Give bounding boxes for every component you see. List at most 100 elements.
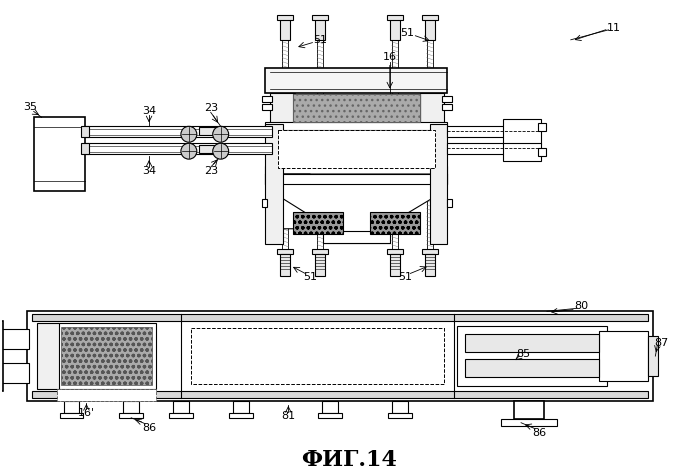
Bar [447, 143, 507, 154]
Bar [120, 413, 143, 418]
Bar [430, 124, 447, 244]
Bar [457, 326, 607, 386]
Bar [229, 413, 252, 418]
Bar [27, 311, 654, 401]
Bar [169, 413, 193, 418]
Bar [390, 254, 400, 275]
Bar [598, 331, 649, 381]
Bar [447, 126, 507, 137]
Bar [315, 254, 325, 275]
Circle shape [212, 126, 229, 142]
Bar [64, 401, 80, 413]
Bar [59, 413, 83, 418]
Bar [466, 334, 598, 352]
Bar [466, 359, 598, 377]
Bar [266, 166, 447, 174]
Bar [199, 145, 221, 153]
Text: 51: 51 [313, 35, 327, 45]
Bar [388, 413, 412, 418]
Text: 80: 80 [575, 301, 589, 311]
Bar [294, 95, 419, 123]
Bar [0, 363, 29, 383]
Text: 16: 16 [383, 52, 397, 61]
Bar [266, 174, 447, 184]
Bar [82, 126, 89, 137]
Bar [280, 254, 290, 275]
Bar [421, 249, 438, 254]
Bar [387, 15, 403, 20]
Text: 34: 34 [142, 166, 156, 176]
Circle shape [212, 143, 229, 159]
Bar [294, 95, 419, 123]
Bar [312, 15, 328, 20]
Text: 51: 51 [303, 272, 317, 281]
Text: 86: 86 [142, 423, 156, 433]
Bar [370, 212, 419, 234]
Bar [280, 18, 290, 40]
Bar [294, 212, 343, 234]
Bar [278, 15, 294, 20]
Bar [315, 18, 325, 40]
Bar [266, 68, 447, 93]
Circle shape [181, 126, 197, 142]
Bar [191, 328, 445, 384]
Bar [262, 199, 268, 207]
Bar [442, 96, 452, 103]
Bar [34, 117, 85, 191]
Bar [387, 249, 403, 254]
Text: 51: 51 [398, 272, 412, 281]
Bar [538, 123, 546, 131]
Bar [278, 249, 294, 254]
Text: 51: 51 [401, 28, 415, 38]
Bar [421, 15, 438, 20]
Circle shape [181, 143, 197, 159]
Text: ФИГ.14: ФИГ.14 [301, 448, 397, 471]
Text: 34: 34 [142, 106, 156, 116]
Bar [262, 105, 273, 110]
Bar [424, 254, 435, 275]
Bar [31, 315, 649, 321]
Bar [391, 401, 408, 413]
Bar [419, 93, 445, 124]
Text: 23: 23 [203, 166, 218, 176]
Text: 87: 87 [654, 338, 668, 348]
Bar [57, 389, 156, 401]
Text: 11: 11 [607, 23, 621, 33]
Bar [266, 123, 447, 130]
Bar [447, 199, 452, 207]
Bar [0, 321, 3, 391]
Bar [82, 143, 273, 154]
Bar [323, 231, 390, 243]
Bar [501, 419, 557, 426]
Text: 35: 35 [23, 103, 37, 113]
Bar [503, 143, 541, 161]
Bar [514, 401, 544, 419]
Bar [649, 336, 658, 376]
Bar [233, 401, 249, 413]
Text: 85: 85 [516, 349, 530, 359]
Polygon shape [275, 174, 440, 234]
Bar [36, 323, 59, 389]
Bar [538, 148, 546, 156]
Bar [0, 329, 29, 349]
Bar [312, 249, 328, 254]
Bar [442, 105, 452, 110]
Bar [199, 127, 221, 135]
Text: 86: 86 [532, 428, 546, 438]
Bar [82, 143, 89, 154]
Bar [61, 327, 152, 385]
Bar [424, 18, 435, 40]
Polygon shape [275, 174, 310, 229]
Bar [262, 96, 273, 103]
Text: 81: 81 [281, 411, 296, 421]
Bar [390, 18, 400, 40]
Bar [266, 124, 283, 244]
Bar [278, 130, 435, 168]
Bar [82, 126, 273, 137]
Bar [503, 119, 541, 144]
Text: 23: 23 [203, 104, 218, 114]
Bar [173, 401, 189, 413]
Bar [318, 413, 342, 418]
Text: 16': 16' [78, 408, 95, 418]
Bar [123, 401, 139, 413]
